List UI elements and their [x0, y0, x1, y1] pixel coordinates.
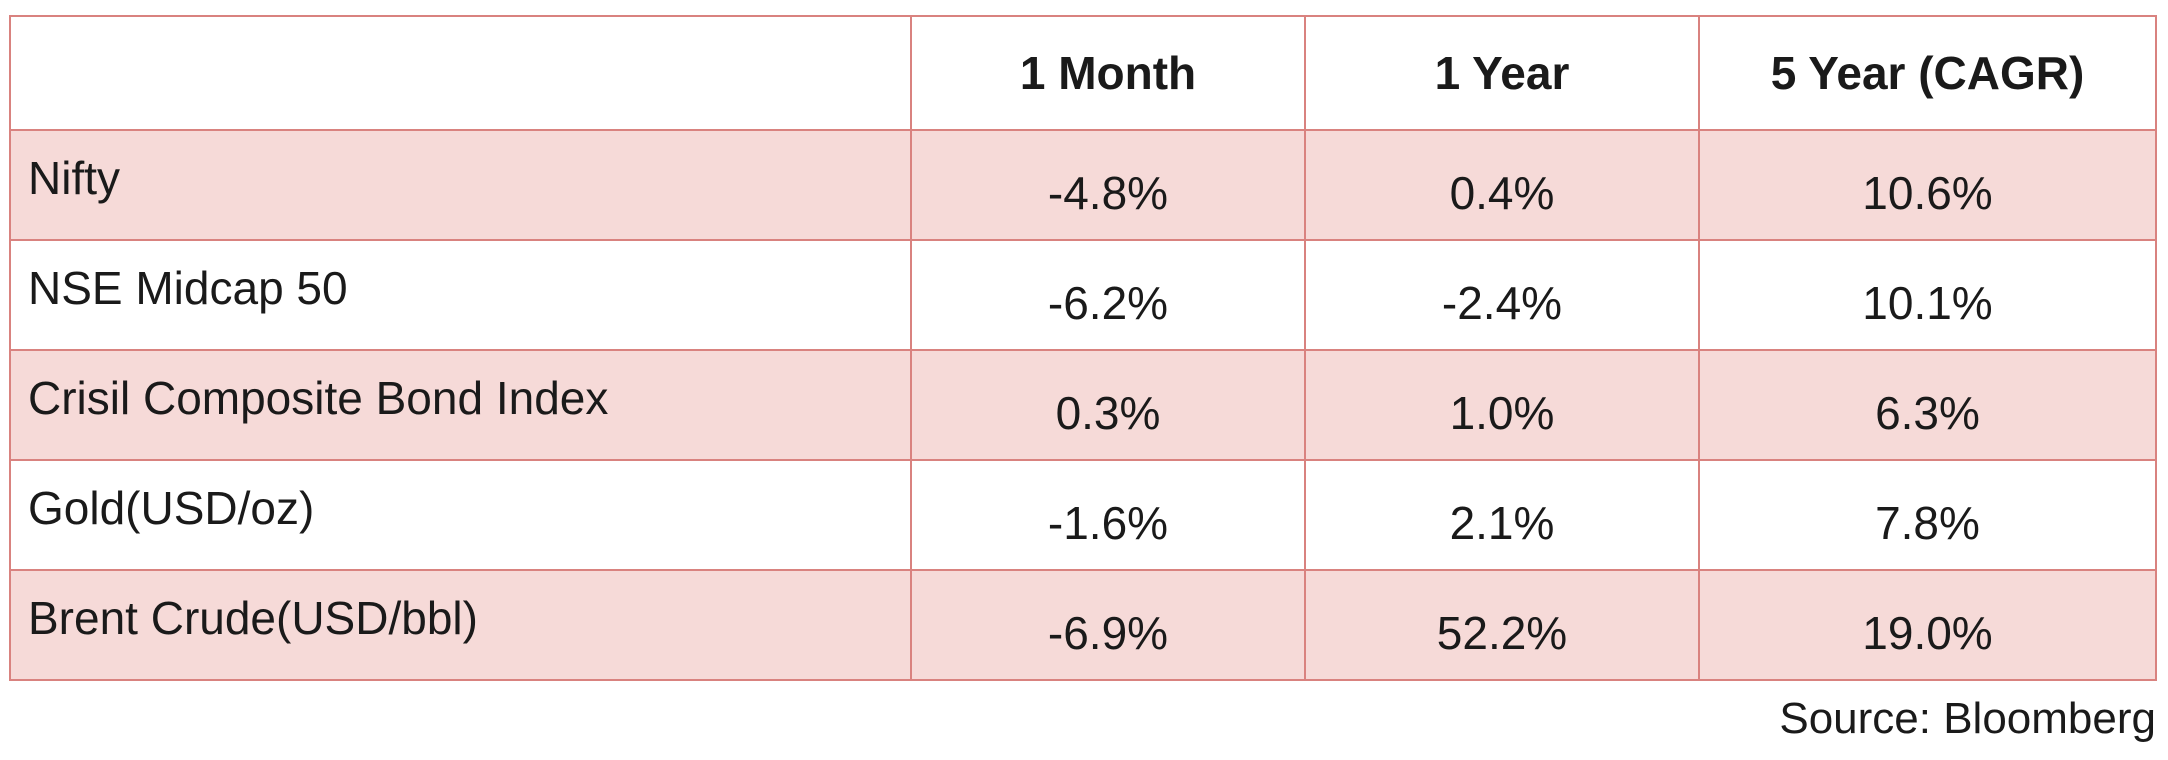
cell-5-year: 10.1%: [1698, 239, 2157, 351]
table-row: Crisil Composite Bond Index 0.3% 1.0% 6.…: [9, 349, 2157, 461]
cell-1-month: -6.9%: [910, 569, 1306, 681]
table-row: NSE Midcap 50 -6.2% -2.4% 10.1%: [9, 239, 2157, 351]
cell-5-year: 6.3%: [1698, 349, 2157, 461]
cell-1-month: -4.8%: [910, 129, 1306, 241]
cell-1-year: 1.0%: [1304, 349, 1700, 461]
cell-1-month: -6.2%: [910, 239, 1306, 351]
performance-table: 1 Month 1 Year 5 Year (CAGR) Nifty -4.8%…: [9, 15, 2157, 681]
cell-1-month: -1.6%: [910, 459, 1306, 571]
header-1-year: 1 Year: [1304, 15, 1700, 131]
table-row: Brent Crude(USD/bbl) -6.9% 52.2% 19.0%: [9, 569, 2157, 681]
cell-5-year: 19.0%: [1698, 569, 2157, 681]
header-empty-cell: [9, 15, 912, 131]
row-label: NSE Midcap 50: [9, 239, 912, 351]
table-row: Nifty -4.8% 0.4% 10.6%: [9, 129, 2157, 241]
cell-1-month: 0.3%: [910, 349, 1306, 461]
header-5-year-cagr: 5 Year (CAGR): [1698, 15, 2157, 131]
row-label: Gold(USD/oz): [9, 459, 912, 571]
row-label: Brent Crude(USD/bbl): [9, 569, 912, 681]
table-header-row: 1 Month 1 Year 5 Year (CAGR): [9, 15, 2157, 131]
cell-1-year: 0.4%: [1304, 129, 1700, 241]
header-1-month: 1 Month: [910, 15, 1306, 131]
source-note: Source: Bloomberg: [1779, 694, 2156, 743]
cell-1-year: -2.4%: [1304, 239, 1700, 351]
row-label: Nifty: [9, 129, 912, 241]
cell-5-year: 10.6%: [1698, 129, 2157, 241]
cell-1-year: 52.2%: [1304, 569, 1700, 681]
cell-5-year: 7.8%: [1698, 459, 2157, 571]
cell-1-year: 2.1%: [1304, 459, 1700, 571]
row-label: Crisil Composite Bond Index: [9, 349, 912, 461]
table-row: Gold(USD/oz) -1.6% 2.1% 7.8%: [9, 459, 2157, 571]
